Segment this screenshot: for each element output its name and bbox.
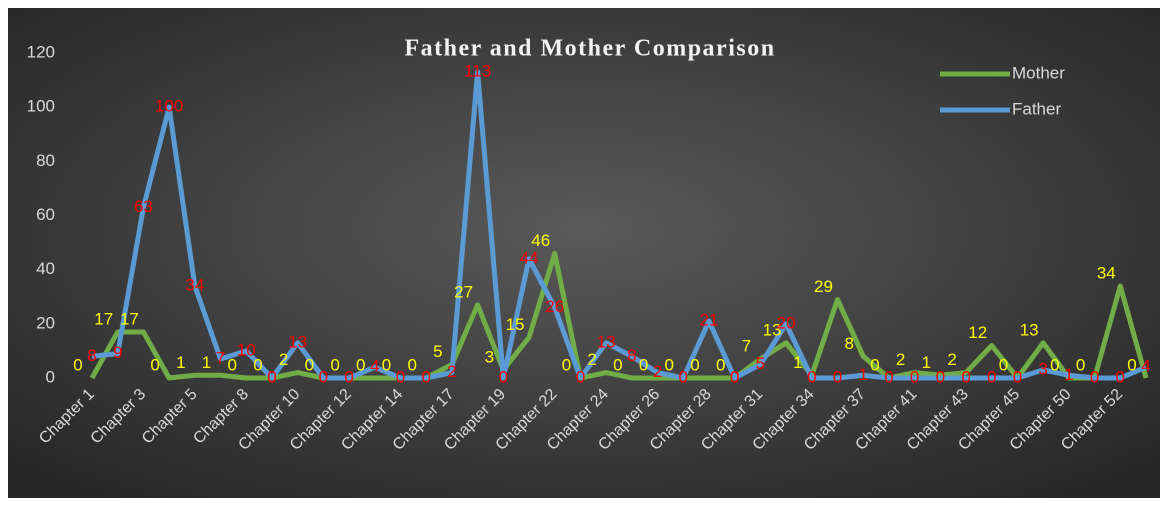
- data-label: 0: [639, 355, 648, 374]
- data-label: 0: [870, 355, 879, 374]
- y-tick-label: 120: [27, 42, 55, 61]
- data-label: 0: [562, 355, 571, 374]
- data-label: 27: [454, 282, 473, 301]
- data-label: 0: [253, 355, 262, 374]
- data-label: 0: [499, 367, 508, 386]
- data-label: 7: [216, 349, 225, 368]
- data-label: 0: [999, 355, 1008, 374]
- data-label: 0: [884, 367, 893, 386]
- data-label: 8: [87, 346, 96, 365]
- data-label: 63: [134, 197, 153, 216]
- data-label: 1: [858, 365, 867, 384]
- data-label: 0: [407, 355, 416, 374]
- data-label: 0: [305, 355, 314, 374]
- data-label: 0: [319, 367, 328, 386]
- data-label: 0: [330, 355, 339, 374]
- data-label: 0: [833, 367, 842, 386]
- data-label: 1: [176, 353, 185, 372]
- chart-title: Father and Mother Comparison: [404, 36, 775, 62]
- legend-label: Mother: [1012, 63, 1065, 82]
- data-label: 10: [237, 340, 256, 359]
- data-label: 0: [613, 355, 622, 374]
- data-label: 7: [742, 337, 751, 356]
- data-label: 1: [1064, 365, 1073, 384]
- data-label: 17: [120, 309, 139, 328]
- data-label: 0: [421, 367, 430, 386]
- chart-background: [8, 8, 1160, 498]
- data-label: 0: [807, 367, 816, 386]
- data-label: 0: [665, 355, 674, 374]
- data-label: 3: [485, 347, 494, 366]
- y-tick-label: 0: [46, 367, 55, 386]
- data-label: 0: [1116, 367, 1125, 386]
- data-label: 0: [267, 367, 276, 386]
- data-label: 100: [155, 97, 183, 116]
- data-label: 0: [910, 367, 919, 386]
- data-label: 1: [793, 353, 802, 372]
- data-label: 0: [382, 355, 391, 374]
- data-label: 0: [228, 355, 237, 374]
- data-label: 34: [185, 275, 204, 294]
- data-label: 20: [777, 313, 796, 332]
- data-label: 0: [344, 367, 353, 386]
- y-tick-label: 60: [36, 205, 55, 224]
- data-label: 0: [1127, 355, 1136, 374]
- data-label: 9: [113, 343, 122, 362]
- data-label: 0: [1050, 355, 1059, 374]
- data-label: 8: [844, 334, 853, 353]
- data-label: 13: [597, 332, 616, 351]
- data-label: 113: [464, 61, 491, 80]
- data-label: 21: [700, 311, 719, 330]
- data-label: 34: [1097, 263, 1116, 282]
- data-label: 13: [1020, 320, 1039, 339]
- data-label: 29: [814, 277, 833, 296]
- data-label: 44: [520, 248, 539, 267]
- data-label: 2: [279, 350, 288, 369]
- data-label: 15: [506, 315, 525, 334]
- series-line: [91, 69, 1147, 381]
- data-label: 0: [690, 355, 699, 374]
- data-label: 5: [433, 342, 442, 361]
- data-label: 13: [763, 320, 782, 339]
- data-label: 2: [653, 362, 662, 381]
- data-label: 2: [896, 350, 905, 369]
- data-label: 2: [947, 350, 956, 369]
- data-label: 0: [356, 355, 365, 374]
- series-line: [89, 250, 1149, 381]
- data-label: 46: [531, 231, 550, 250]
- data-label: 0: [73, 355, 82, 374]
- data-label: 5: [756, 354, 765, 373]
- data-label: 12: [968, 323, 987, 342]
- y-tick-label: 80: [36, 151, 55, 170]
- data-label: 0: [1090, 367, 1099, 386]
- y-tick-label: 20: [36, 313, 55, 332]
- data-label: 0: [961, 367, 970, 386]
- data-label: 26: [545, 297, 564, 316]
- data-label: 0: [576, 367, 585, 386]
- data-label: 0: [716, 355, 725, 374]
- data-label: 4: [370, 357, 379, 376]
- data-label: 0: [730, 367, 739, 386]
- data-label: 17: [94, 309, 113, 328]
- data-label: 1: [202, 353, 211, 372]
- data-label: 0: [396, 367, 405, 386]
- legend-label: Father: [1012, 99, 1061, 118]
- data-label: 3: [1038, 359, 1047, 378]
- y-tick-label: 40: [36, 259, 55, 278]
- data-label: 8: [627, 346, 636, 365]
- data-label: 0: [936, 367, 945, 386]
- data-label: 0: [1076, 355, 1085, 374]
- data-label: 0: [150, 355, 159, 374]
- data-label: 0: [679, 367, 688, 386]
- data-label: 0: [1013, 367, 1022, 386]
- data-label: 1: [922, 353, 931, 372]
- data-label: 0: [987, 367, 996, 386]
- data-label: 2: [587, 350, 596, 369]
- data-label: 4: [1141, 357, 1150, 376]
- data-label: 2: [447, 362, 456, 381]
- data-label: 13: [288, 332, 307, 351]
- y-tick-label: 100: [27, 97, 55, 116]
